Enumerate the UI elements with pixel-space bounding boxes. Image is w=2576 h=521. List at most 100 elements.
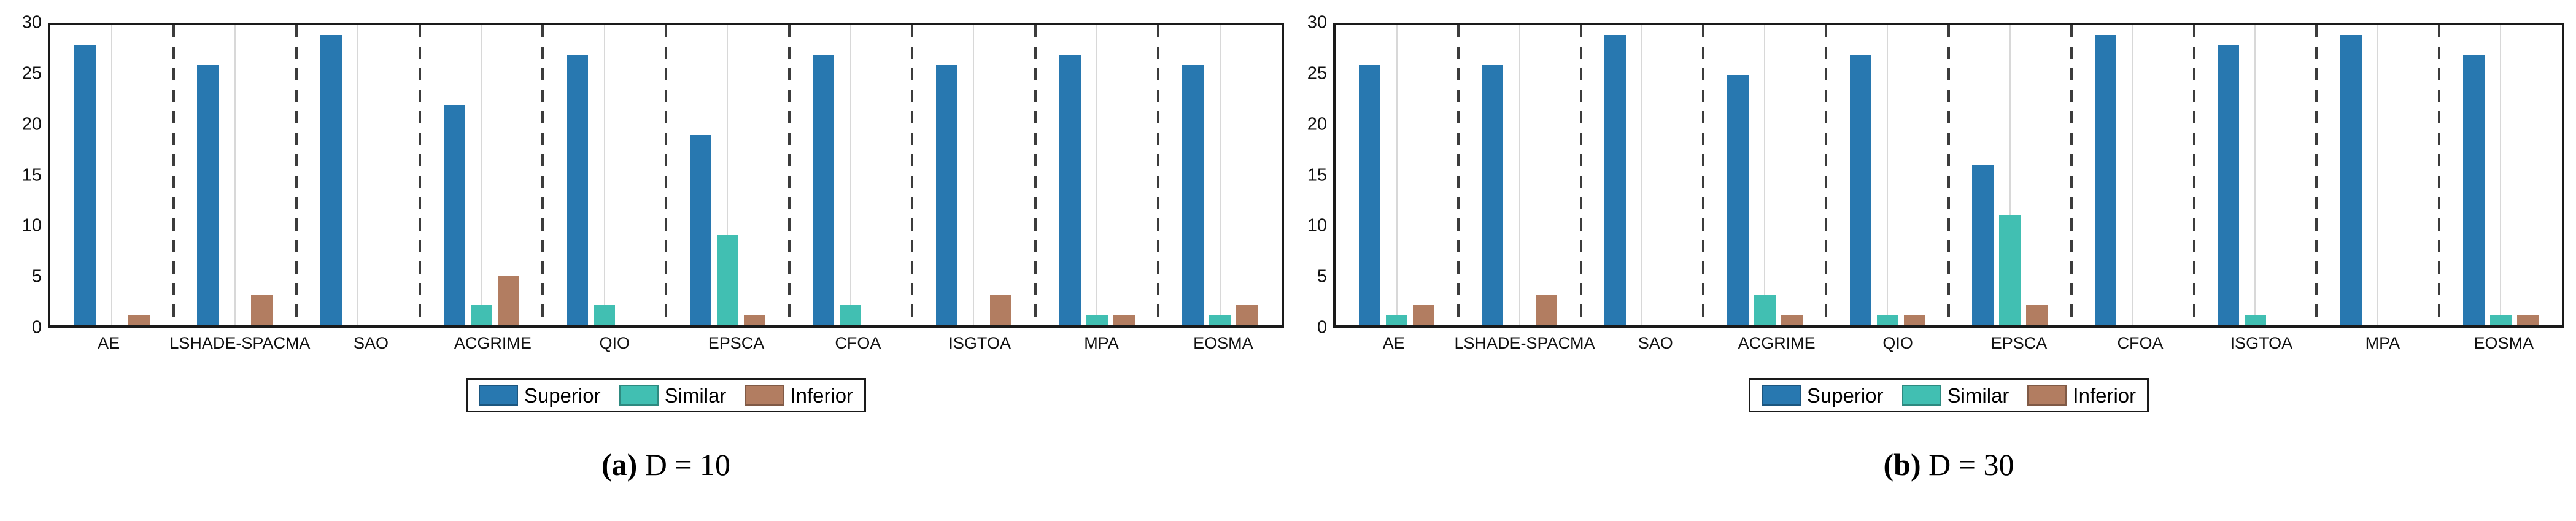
y-tick-label: 30 <box>1307 12 1327 33</box>
bar-superior-eosma <box>1182 65 1204 325</box>
x-axis-labels-a: AE LSHADE-SPACMA SAO ACGRIME QIO EPSCA CFOA ISG… <box>48 333 1284 353</box>
y-tick-label: 20 <box>1307 114 1327 134</box>
bar-group <box>666 25 789 325</box>
category-gridline <box>2009 25 2011 325</box>
dashed-separator <box>1825 25 1828 325</box>
bar-superior-qio <box>567 55 589 325</box>
legend-item-inferior: Inferior <box>745 385 853 406</box>
dashed-separator <box>295 25 298 325</box>
bar-superior-mpa <box>2340 35 2362 325</box>
bar-group <box>1458 25 1581 325</box>
legend-label-superior: Superior <box>1806 384 1884 407</box>
bar-inferior-eosma <box>2516 315 2539 325</box>
legend-b: Superior Similar Inferior <box>1333 378 2564 412</box>
y-tick-label: 25 <box>21 63 42 83</box>
category-gridline <box>1096 25 1098 325</box>
dashed-separator <box>2192 25 2195 325</box>
dashed-separator <box>1579 25 1582 325</box>
bar-similar-mpa <box>1086 315 1108 325</box>
category-gridline <box>1887 25 1889 325</box>
category-gridline <box>111 25 113 325</box>
bar-similar-cfoa <box>840 305 862 325</box>
dashed-separator <box>1702 25 1705 325</box>
legend-item-superior: Superior <box>478 384 601 407</box>
x-tick-label-acgrime: ACGRIME <box>1738 334 1816 352</box>
x-tick-label-ae: AE <box>98 334 120 352</box>
bar-superior-acgrime <box>1727 75 1749 325</box>
legend-swatch-inferior-icon <box>2027 385 2067 406</box>
bar-similar-acgrime <box>1754 295 1776 325</box>
bar-superior-lshade-spacma <box>197 65 219 325</box>
bar-superior-sao <box>1604 35 1626 325</box>
bar-similar-isgtoa <box>2244 315 2266 325</box>
category-gridline <box>603 25 605 325</box>
bar-similar-ae <box>1386 315 1408 325</box>
category-gridline <box>357 25 359 325</box>
bar-inferior-lshade-spacma <box>251 295 273 325</box>
category-group-isgtoa <box>912 25 1037 325</box>
caption-label-a: (a) <box>601 447 638 482</box>
dashed-separator <box>2315 25 2318 325</box>
bar-inferior-ae <box>1413 305 1435 325</box>
dashed-separator <box>2438 25 2441 325</box>
dashed-separator <box>1456 25 1460 325</box>
bar-group <box>1158 25 1282 325</box>
category-group-lshade-spacma <box>1458 25 1582 325</box>
bar-superior-qio <box>1849 55 1871 325</box>
category-gridline <box>1396 25 1398 325</box>
x-tick-label-eosma: EOSMA <box>1193 334 1253 352</box>
bar-inferior-qio <box>1903 315 1925 325</box>
y-tick-label: 20 <box>21 114 42 134</box>
legend-swatch-similar-icon <box>619 385 659 406</box>
legend-item-similar: Similar <box>619 384 727 407</box>
x-tick-label-epsca: EPSCA <box>1990 334 2048 352</box>
bar-similar-qio <box>594 305 616 325</box>
bar-superior-epsca <box>1972 165 1994 325</box>
bar-inferior-epsca <box>2026 305 2048 325</box>
y-tick-label: 15 <box>1307 165 1327 185</box>
x-tick-label-cfoa: CFOA <box>835 334 881 352</box>
bar-superior-ae <box>74 45 96 325</box>
dashed-separator <box>911 25 914 325</box>
bar-superior-cfoa <box>2095 35 2117 325</box>
y-tick-label: 10 <box>1307 215 1327 236</box>
legend-label-superior: Superior <box>524 384 601 407</box>
bar-group <box>50 25 174 325</box>
bar-similar-acgrime <box>470 305 492 325</box>
legend-label-inferior: Inferior <box>2073 384 2137 407</box>
figure-b: 0 5 10 15 20 25 30 AE LSHADE-SPACMA SAO ACGRIME QI… <box>1298 0 2564 521</box>
bar-group <box>420 25 543 325</box>
bar-superior-eosma <box>2462 55 2485 325</box>
dashed-separator <box>541 25 544 325</box>
caption-text-a: D = 10 <box>644 447 731 482</box>
category-group-mpa <box>2316 25 2441 325</box>
category-group-isgtoa <box>2194 25 2318 325</box>
category-group-qio <box>1826 25 1950 325</box>
plot-area-b <box>1333 23 2564 328</box>
category-group-lshade-spacma <box>174 25 298 325</box>
legend-label-similar: Similar <box>1947 384 2009 407</box>
y-tick-label: 0 <box>31 317 42 338</box>
category-group-qio <box>543 25 667 325</box>
legend-label-similar: Similar <box>664 384 727 407</box>
figure-a: 0 5 10 15 20 25 30 AE LSHADE-SPACMA SAO ACGRIME QI… <box>12 0 1284 521</box>
x-tick-label-lshade-spacma: LSHADE-SPACMA <box>1454 334 1595 352</box>
x-tick-label-qio: QIO <box>1882 334 1913 352</box>
legend-label-inferior: Inferior <box>790 384 854 407</box>
bar-superior-cfoa <box>813 55 835 325</box>
bar-group <box>1703 25 1826 325</box>
category-gridline <box>2500 25 2502 325</box>
bar-superior-epsca <box>689 135 711 325</box>
category-group-eosma <box>1158 25 1282 325</box>
legend-item-superior: Superior <box>1761 384 1884 407</box>
category-gridline <box>1641 25 1643 325</box>
category-group-ae <box>50 25 175 325</box>
y-tick-label: 10 <box>21 215 42 236</box>
y-tick-label: 5 <box>31 266 42 287</box>
category-group-acgrime <box>420 25 544 325</box>
bar-group <box>789 25 913 325</box>
category-gridline <box>973 25 975 325</box>
caption-text-b: D = 30 <box>1928 447 2014 482</box>
bar-inferior-epsca <box>743 315 765 325</box>
